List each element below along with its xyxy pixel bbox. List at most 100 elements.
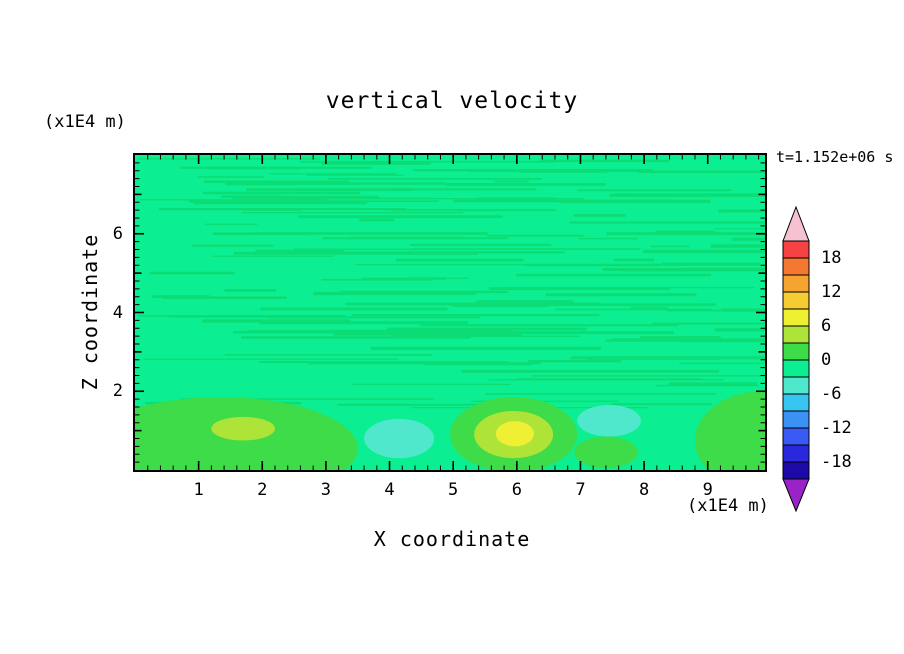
colorbar-over-arrow	[782, 205, 810, 242]
contour-streak	[299, 160, 557, 163]
contour-streak	[486, 234, 585, 237]
colorbar-legend: 18 12 6 0 -6 -12 -18	[777, 202, 903, 532]
contour-streak	[461, 369, 720, 373]
colorbar-label: 12	[821, 282, 842, 302]
z-tick-label: 4	[112, 302, 123, 323]
contour-streak	[423, 362, 533, 366]
contour-streak	[613, 258, 655, 262]
contour-region	[211, 416, 275, 441]
x-tick-label: 7	[575, 480, 586, 500]
contour-streak	[202, 191, 361, 195]
colorbar-segment	[782, 291, 810, 310]
contour-streak	[452, 199, 676, 203]
contour-streak	[650, 245, 690, 248]
contour-streak	[409, 243, 552, 247]
contour-streak	[406, 277, 447, 280]
contour-streak	[545, 293, 697, 297]
contour-streak	[639, 335, 721, 339]
contour-streak	[517, 378, 703, 381]
contour-streak	[530, 375, 765, 377]
colorbar-segment	[782, 325, 810, 344]
colorbar-segment	[782, 376, 810, 395]
colorbar-segment	[782, 444, 810, 463]
contour-streak	[710, 244, 765, 248]
contour-streak	[679, 362, 765, 364]
contour-streak	[259, 361, 509, 363]
contour-streak	[149, 271, 236, 275]
contour-streak	[637, 170, 765, 173]
contour-streak	[494, 180, 529, 183]
contour-streak	[351, 314, 600, 317]
contour-streak	[714, 328, 765, 332]
contour-streak	[396, 302, 556, 306]
contour-field	[135, 155, 765, 470]
contour-streak	[573, 214, 627, 217]
contour-streak	[642, 249, 765, 254]
x-tick-label: 8	[638, 480, 650, 500]
colorbar-label: 6	[821, 316, 832, 336]
colorbar-segment	[782, 342, 810, 361]
contour-streak	[241, 336, 471, 339]
contour-streak	[714, 228, 765, 230]
colorbar-segment	[782, 274, 810, 293]
contour-streak	[192, 244, 274, 247]
contour-streak	[419, 324, 679, 327]
colorbar-segment	[782, 393, 810, 412]
plot-area	[133, 153, 767, 472]
contour-streak	[206, 166, 301, 170]
contour-streak	[268, 316, 481, 319]
contour-streak	[254, 232, 488, 235]
contour-streak	[651, 322, 765, 325]
contour-streak	[412, 168, 653, 172]
z-tick-label: 6	[112, 223, 123, 244]
contour-streak	[680, 339, 765, 343]
contour-streak	[355, 263, 533, 266]
colorbar-label: -18	[821, 452, 852, 472]
contour-streak	[152, 295, 211, 299]
contour-streak	[212, 232, 311, 235]
contour-streak	[139, 199, 327, 201]
contour-streak	[269, 173, 397, 175]
contour-streak	[359, 218, 395, 222]
contour-streak	[527, 359, 621, 363]
contour-streak	[337, 403, 505, 406]
contour-streak	[569, 221, 765, 224]
contour-streak	[188, 200, 329, 203]
contour-region	[364, 418, 435, 459]
contour-streak	[224, 354, 433, 356]
contour-streak	[445, 182, 606, 186]
contour-streak	[137, 158, 320, 160]
x-tick-label: 2	[257, 480, 268, 500]
x-tick-label: 4	[384, 480, 395, 500]
contour-streak	[411, 248, 641, 250]
contour-streak	[339, 290, 509, 294]
contour-streak	[304, 251, 565, 254]
contour-streak	[609, 193, 765, 197]
contour-streak	[605, 339, 700, 342]
contour-streak	[231, 195, 379, 200]
contour-streak	[158, 207, 407, 211]
contour-streak	[297, 215, 503, 219]
contour-streak	[576, 189, 732, 192]
colorbar-segment	[782, 240, 810, 259]
colorbar-segment	[782, 461, 810, 480]
x-tick-label: 9	[702, 480, 713, 500]
contour-streak	[578, 237, 638, 240]
x-tick-label: 5	[448, 480, 459, 500]
contour-streak	[225, 182, 299, 186]
x-tick-label: 6	[511, 480, 522, 500]
colorbar-segment	[782, 410, 810, 429]
contour-streak	[204, 223, 258, 226]
contour-streak	[352, 383, 511, 386]
contour-streak	[246, 188, 415, 192]
contour-streak	[241, 211, 464, 214]
contour-streak	[395, 258, 524, 262]
contour-streak	[540, 159, 670, 163]
contour-region	[695, 391, 765, 470]
contour-streak	[370, 346, 602, 351]
contour-region	[577, 405, 641, 437]
contour-streak	[519, 263, 599, 266]
time-annotation: t=1.152e+06 s	[776, 148, 894, 166]
z-axis-unit-label: (x1E4 m)	[44, 112, 126, 132]
